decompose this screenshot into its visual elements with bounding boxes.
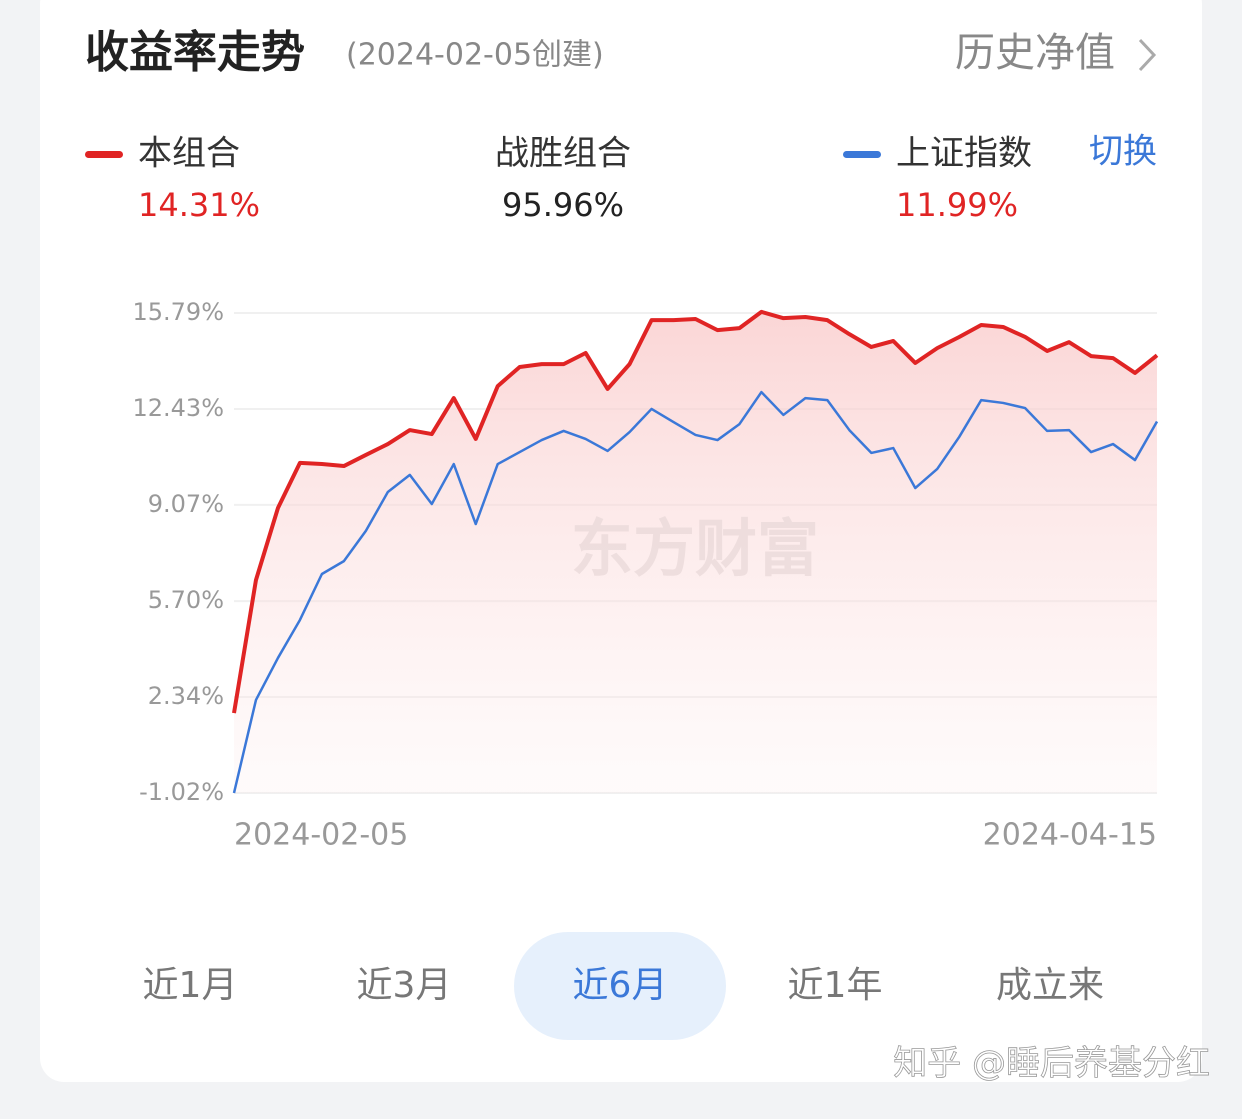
title: 收益率走势 (85, 27, 305, 78)
legend-name: 本组合 (138, 134, 240, 174)
tab[interactable]: 近1月 (143, 965, 238, 1006)
legend-name: 上证指数 (896, 134, 1032, 174)
created-date: (2024-02-05创建) (346, 38, 604, 73)
area (234, 311, 1157, 793)
chevron[interactable] (1138, 38, 1157, 72)
legend-value: 14.31% (138, 186, 260, 224)
x-tick-label: 2024-02-05 (234, 818, 408, 853)
line (232, 309, 1159, 714)
switch-button[interactable]: 切换 (1089, 132, 1157, 172)
tabs: 近1月 近3月 近6月 近1年 成立来 (143, 932, 1104, 1040)
y-tick-label: 2.34% (148, 682, 224, 710)
history-link[interactable]: 历史净值 (955, 30, 1115, 76)
footer-watermark: 知乎 @睡后养基分红 (893, 1044, 1210, 1084)
legend-value: 11.99% (896, 186, 1018, 224)
tab[interactable]: 成立来 (996, 965, 1104, 1006)
y-tick-label: -1.02% (139, 778, 224, 806)
tab-highlight (514, 932, 726, 1040)
tab[interactable]: 近1年 (788, 965, 883, 1006)
legend-swatch (85, 151, 123, 158)
legend-swatch (843, 151, 881, 158)
watermark: 东方财富 (571, 512, 819, 585)
y-tick-label: 12.43% (132, 394, 224, 422)
tab[interactable]: 近6月 (573, 965, 668, 1006)
beat-label: 战胜组合 (495, 134, 631, 174)
tab[interactable]: 近3月 (357, 965, 452, 1006)
y-tick-label: 5.70% (148, 586, 224, 614)
beat-value: 95.96% (502, 186, 624, 224)
line (232, 390, 1159, 794)
x-tick-label: 2024-04-15 (983, 818, 1157, 853)
y-tick-label: 9.07% (148, 490, 224, 518)
y-tick-label: 15.79% (132, 298, 224, 326)
